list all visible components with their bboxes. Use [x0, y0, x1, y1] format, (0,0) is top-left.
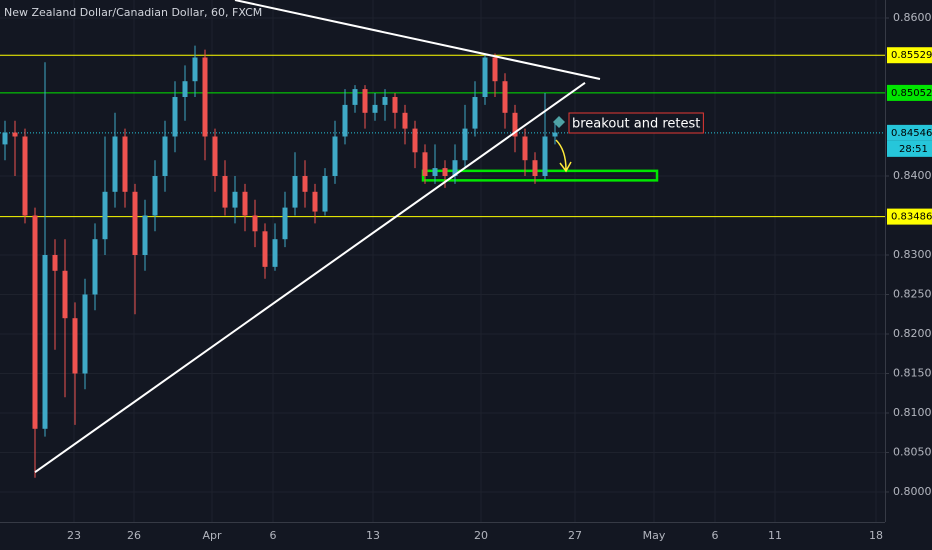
candle-body [202, 57, 208, 137]
candle-body [382, 97, 388, 105]
candle-body [62, 270, 68, 319]
candle-body [32, 215, 38, 429]
x-tick-label: 23 [67, 529, 81, 542]
candle-body [372, 104, 378, 113]
candle-body [352, 89, 358, 105]
candle-body [112, 136, 118, 192]
candle-body [172, 97, 178, 137]
candle-body [162, 136, 168, 177]
x-tick-label: 6 [270, 529, 277, 542]
candle-body [42, 254, 48, 429]
candle-body [82, 294, 88, 374]
candle-body [502, 81, 508, 113]
candle-body [252, 215, 258, 232]
candle-body [282, 207, 288, 240]
x-tick-label: May [643, 529, 666, 542]
price-label: 0.85529 [891, 50, 932, 61]
candle-body [432, 168, 438, 177]
x-tick-label: 20 [474, 529, 488, 542]
candle-body [52, 254, 58, 271]
candle-body [532, 160, 538, 177]
candle-body [322, 176, 328, 212]
candle-body [222, 176, 228, 208]
candle-body [142, 215, 148, 255]
candle-body [312, 191, 318, 212]
trendline [34, 81, 586, 474]
candle-body [302, 176, 308, 192]
candle-body [362, 89, 368, 113]
candle-body [102, 191, 108, 240]
annotation-box [568, 112, 704, 134]
price-label: 0.83486 [891, 212, 932, 223]
candle-body [212, 136, 218, 177]
candle-body [512, 112, 518, 137]
candle-body [152, 176, 158, 216]
x-tick-label: 18 [869, 529, 883, 542]
candle-body [542, 136, 548, 177]
candle-body [242, 191, 248, 216]
annotation-marker [553, 115, 565, 128]
candle-body [472, 97, 478, 129]
trendline [234, 0, 601, 80]
x-tick-label: 26 [127, 529, 141, 542]
x-tick-label: 27 [568, 529, 582, 542]
price-label-bg [887, 208, 932, 225]
candle-body [2, 132, 8, 145]
candle-body [232, 191, 238, 208]
y-tick-label: 0.80000 [893, 485, 932, 498]
plot: breakout and retest [0, 0, 885, 478]
candle-body [492, 57, 498, 82]
candle-body [22, 136, 28, 216]
candle-body [402, 112, 408, 129]
x-tick-label: 13 [366, 529, 380, 542]
price-label-bg [887, 47, 932, 64]
candle-body [482, 57, 488, 98]
candle-body [92, 239, 98, 295]
candle-body [292, 176, 298, 208]
price-label-bg [887, 84, 932, 101]
candle-body [522, 136, 528, 161]
annotation-text: breakout and retest [572, 116, 700, 131]
candle-body [422, 152, 428, 177]
x-tick-label: 11 [768, 529, 782, 542]
candle-body [272, 239, 278, 267]
candle-body [262, 231, 268, 267]
candle-body [462, 128, 468, 161]
chart-title: New Zealand Dollar/Canadian Dollar, 60, … [4, 6, 262, 19]
candle-body [342, 104, 348, 137]
candle-body [132, 191, 138, 255]
candle-body [192, 57, 198, 82]
countdown: 28:51 [899, 144, 928, 155]
x-tick-label: 6 [712, 529, 719, 542]
candle-body [12, 132, 18, 137]
retest-arrow [555, 139, 572, 173]
candle-body [72, 318, 78, 374]
price-label: 0.84546 [891, 128, 932, 139]
candle-body [392, 97, 398, 113]
candle-body [412, 128, 418, 153]
candle-body [442, 168, 448, 177]
price-label-bg [887, 124, 932, 141]
countdown-bg [887, 140, 932, 157]
candle-body [332, 136, 338, 177]
candle-body [552, 132, 558, 137]
candle-body [182, 81, 188, 98]
candle-body [452, 160, 458, 177]
price-label: 0.85052 [891, 88, 932, 99]
x-tick-label: Apr [202, 529, 222, 542]
candle-body [122, 136, 128, 192]
